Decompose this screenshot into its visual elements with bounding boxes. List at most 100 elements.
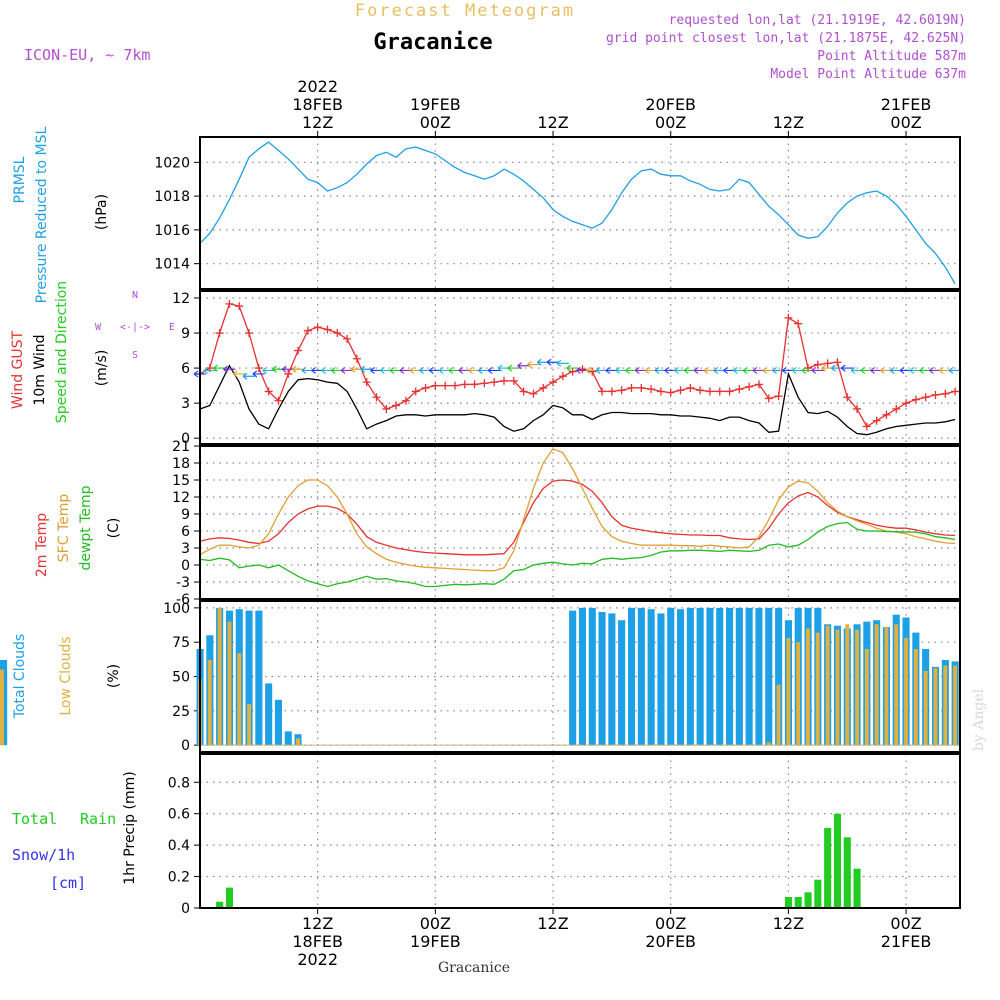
gust-marker xyxy=(578,365,587,374)
total-clouds-bar xyxy=(755,607,763,746)
total-clouds-label: Total Clouds xyxy=(12,634,28,719)
panel-2: 0 3 6 9 12 xyxy=(172,290,962,447)
prmsl-label: PRMSL xyxy=(12,156,28,203)
wind-direction-arrow xyxy=(840,364,854,372)
low-clouds-bar xyxy=(913,649,918,746)
gust-marker xyxy=(441,381,450,390)
gust-marker xyxy=(343,334,352,343)
rain-bar xyxy=(216,901,224,908)
gust-marker xyxy=(823,359,832,368)
total-clouds-bar xyxy=(667,607,675,746)
y-tick-label: 0 xyxy=(181,431,190,447)
low-clouds-bar xyxy=(943,665,948,746)
dewpt-label: dewpt Temp xyxy=(78,485,94,570)
y-tick-label: 0.8 xyxy=(168,775,190,791)
wind-label: 10m Wind xyxy=(32,334,48,405)
gust-marker xyxy=(411,387,420,396)
y-tick-label: 6 xyxy=(181,361,190,377)
gust-marker xyxy=(460,380,469,389)
total-clouds-bar xyxy=(578,607,586,746)
x-tick-label-top: 20FEB xyxy=(645,95,696,114)
low-clouds-bar xyxy=(776,684,781,746)
compass-w: W xyxy=(95,322,102,333)
total-clouds-bar xyxy=(735,607,743,746)
low-clouds-bar xyxy=(0,679,4,746)
plot-layer: 1014101610181020036912-6-303691215182102… xyxy=(0,77,962,969)
snow-label: Snow/1h xyxy=(12,846,75,864)
low-clouds-bar xyxy=(247,704,251,746)
rain-bar xyxy=(824,827,832,908)
rain-bar xyxy=(784,897,792,908)
gust-marker xyxy=(754,380,763,389)
total-clouds-bar xyxy=(657,613,665,746)
compass-e: E xyxy=(169,322,175,333)
gust-marker xyxy=(529,389,538,398)
low-clouds-bar xyxy=(884,627,889,746)
low-clouds-bar xyxy=(815,632,820,746)
gust-marker xyxy=(607,387,616,396)
wind-direction-arrow xyxy=(203,366,216,374)
wind-direction-arrow xyxy=(527,361,540,369)
temp-unit: (C) xyxy=(106,518,122,539)
y-tick-label: 18 xyxy=(172,456,190,472)
y-tick-label: 9 xyxy=(181,326,190,342)
gust-marker xyxy=(637,383,646,392)
gust-marker xyxy=(774,392,783,401)
panel-5: 0 0.2 0.4 0.6 0.8 xyxy=(168,753,961,917)
gust-marker xyxy=(509,376,518,385)
low-clouds-bar xyxy=(835,629,840,746)
total-clouds-bar xyxy=(677,609,685,746)
total-clouds-bar xyxy=(245,610,253,746)
x-tick-label-top: 00Z xyxy=(890,113,921,132)
wind-direction-arrow xyxy=(360,365,373,373)
gust-marker xyxy=(764,394,773,403)
total-clouds-bar xyxy=(618,620,626,746)
rain-bar xyxy=(794,897,802,908)
x-tick-label-top: 12Z xyxy=(773,113,804,132)
x-tick-label-bottom: 00Z xyxy=(890,914,921,933)
compass-arrow: <-|-> xyxy=(120,322,150,333)
sfc-label: SFC Temp xyxy=(56,494,72,563)
total-clouds-bar xyxy=(706,607,714,746)
gust-marker xyxy=(656,387,665,396)
y-tick-label: 0 xyxy=(181,901,190,917)
gust-marker xyxy=(951,387,960,396)
gust-marker xyxy=(558,372,567,381)
x-tick-label-top: 12Z xyxy=(302,113,333,132)
total-clouds-bar xyxy=(686,607,694,746)
compass-rose: N W <-|-> E S xyxy=(95,290,175,361)
rain-bar xyxy=(814,879,822,908)
gust-marker xyxy=(647,385,656,394)
gust-marker xyxy=(549,378,558,387)
x-tick-label-bottom: 12Z xyxy=(537,914,568,933)
y-tick-label: 9 xyxy=(181,507,190,523)
model-name: ICON-EU, ~ 7km xyxy=(24,46,150,64)
title: Forecast Meteogram xyxy=(355,1,575,21)
gust-marker xyxy=(490,378,499,387)
gust-label: Wind GUST xyxy=(10,330,26,409)
prmsl-line xyxy=(199,141,956,285)
model-altitude: Model Point Altitude 637m xyxy=(770,67,966,82)
total-clouds-bar xyxy=(588,607,596,746)
point-altitude: Point Altitude 587m xyxy=(817,49,966,64)
gust-marker xyxy=(362,378,371,387)
gust-marker xyxy=(911,395,920,404)
prmsl-unit: (hPa) xyxy=(94,194,110,230)
gust-marker xyxy=(813,360,822,369)
x-tick-label-top: 21FEB xyxy=(881,95,932,114)
gust-marker xyxy=(843,393,852,402)
gust-marker xyxy=(882,410,891,419)
y-tick-label: 25 xyxy=(172,704,190,720)
gust-marker xyxy=(225,299,234,308)
rain-bar xyxy=(804,892,812,908)
gridpoint-coords: grid point closest lon,lat (21.1875E, 42… xyxy=(606,31,966,46)
x-tick-label-top: 19FEB xyxy=(410,95,461,114)
x-tick-label-bottom: 18FEB xyxy=(292,932,343,951)
snow-unit-label: [cm] xyxy=(50,874,86,892)
gust-marker xyxy=(323,325,332,334)
y-tick-label: 15 xyxy=(172,473,190,489)
y-tick-label: 75 xyxy=(172,635,190,651)
gust-marker xyxy=(264,387,273,396)
x-tick-label-bottom: 20FEB xyxy=(645,932,696,951)
